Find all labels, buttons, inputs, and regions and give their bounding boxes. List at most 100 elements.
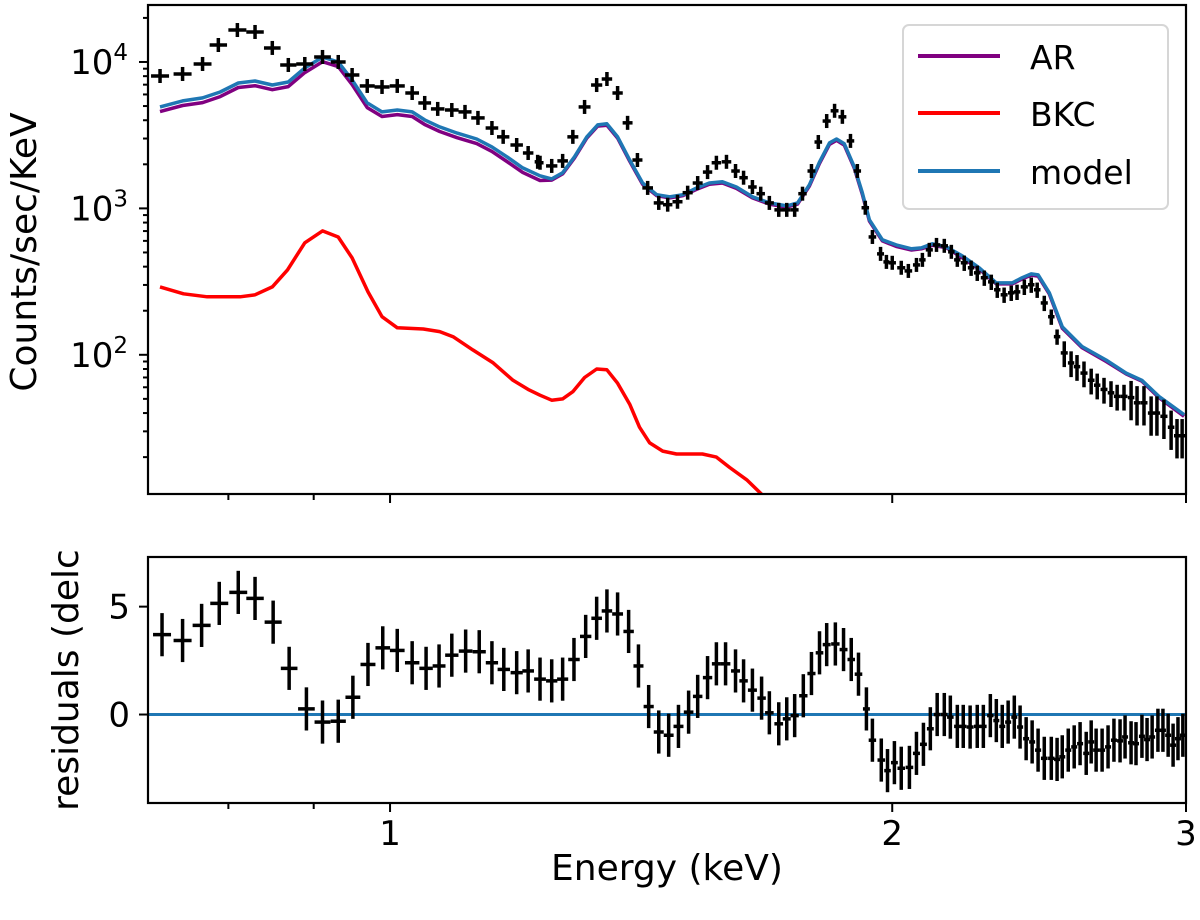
data-point: [642, 180, 653, 195]
residual-point: [432, 644, 446, 688]
residual-point: [643, 684, 654, 729]
data-point: [405, 85, 420, 100]
residual-point: [246, 576, 264, 621]
residual-point: [1149, 715, 1156, 759]
data-point: [1080, 361, 1088, 388]
residual-point: [919, 722, 927, 766]
data-point: [510, 137, 523, 152]
data-point: [861, 200, 870, 215]
legend-box: [902, 24, 1169, 210]
residual-point: [330, 699, 346, 743]
data-point: [536, 155, 544, 170]
data-point: [1033, 282, 1041, 298]
data-point: [814, 135, 823, 150]
residual-point: [831, 622, 840, 666]
residual-point: [653, 710, 664, 754]
data-point: [471, 110, 485, 125]
residual-point: [1093, 728, 1100, 772]
data-point: [1060, 341, 1068, 368]
residual-point: [1144, 717, 1151, 762]
data-point: [601, 72, 613, 87]
data-point: [1073, 355, 1081, 381]
residual-point: [345, 675, 361, 719]
residuals-plot-area: [148, 570, 1186, 793]
data-point: [988, 274, 995, 290]
data-point: [774, 202, 784, 217]
residual-point: [1035, 728, 1042, 772]
residual-point: [485, 641, 499, 685]
data-point: [1067, 351, 1075, 378]
data-point: [430, 101, 445, 116]
residual-point: [534, 657, 546, 701]
residual-point: [1048, 736, 1055, 780]
data-point: [1113, 384, 1121, 411]
data-point: [193, 56, 212, 71]
residual-point: [954, 704, 961, 748]
data-point: [1147, 396, 1155, 436]
residual-point: [960, 704, 967, 748]
residual-point: [153, 613, 172, 657]
residual-point: [847, 637, 855, 682]
data-point: [485, 121, 499, 136]
data-point: [1040, 295, 1048, 312]
residual-point: [947, 695, 954, 739]
residuals-y-axis-label: residuals (delc: [46, 549, 87, 811]
residual-point: [623, 609, 634, 654]
residual-point: [389, 628, 405, 673]
residual-point: [1029, 720, 1036, 764]
data-point: [522, 145, 534, 160]
residual-point: [1083, 731, 1090, 775]
residual-point: [229, 570, 248, 614]
residual-point: [774, 702, 784, 746]
data-point: [782, 202, 791, 217]
y-tick-label: 5: [108, 588, 130, 628]
residual-point: [546, 659, 558, 703]
residual-point: [702, 656, 713, 700]
data-point: [731, 164, 740, 179]
residual-point: [1099, 728, 1106, 772]
data-point: [591, 78, 603, 93]
data-point: [1053, 329, 1061, 345]
data-point: [807, 164, 816, 179]
residual-point: [1122, 715, 1129, 759]
residual-point: [747, 668, 757, 712]
residual-point: [1165, 713, 1172, 757]
residual-point: [472, 630, 486, 674]
residual-point: [404, 641, 420, 685]
data-point: [948, 244, 955, 259]
data-point: [496, 129, 510, 144]
residual-point: [1054, 737, 1061, 781]
residual-point: [1059, 735, 1066, 779]
residual-point: [1077, 722, 1084, 766]
spectrum-panel: 104 103 102 Counts/sec/KeV AR BKC model: [4, 3, 1188, 503]
data-point: [682, 185, 693, 200]
data-point: [458, 104, 472, 119]
residual-point: [1138, 714, 1145, 758]
data-point: [830, 103, 839, 118]
data-point: [904, 263, 913, 278]
residual-point: [458, 629, 473, 673]
data-point: [822, 114, 831, 129]
residual-point: [280, 646, 298, 690]
data-point: [1140, 386, 1148, 426]
data-point: [173, 66, 192, 81]
data-point: [314, 49, 331, 64]
residual-point: [890, 741, 898, 785]
data-point: [228, 23, 247, 38]
data-point: [748, 179, 757, 194]
data-point: [418, 95, 432, 110]
residual-point: [1159, 708, 1166, 752]
residual-point: [799, 674, 808, 718]
data-point: [897, 260, 906, 275]
data-point: [567, 129, 579, 144]
residuals-axis-ticks: 0 5 1 2 3: [108, 588, 1196, 854]
residual-point: [884, 749, 891, 793]
residual-point: [862, 687, 870, 731]
x-tick-label: 3: [1175, 814, 1197, 854]
y-tick-label: 104: [70, 40, 128, 83]
residual-point: [683, 690, 694, 734]
residual-point: [807, 651, 816, 696]
data-point: [557, 153, 568, 168]
legend-label-bkc: BKC: [1030, 95, 1096, 134]
